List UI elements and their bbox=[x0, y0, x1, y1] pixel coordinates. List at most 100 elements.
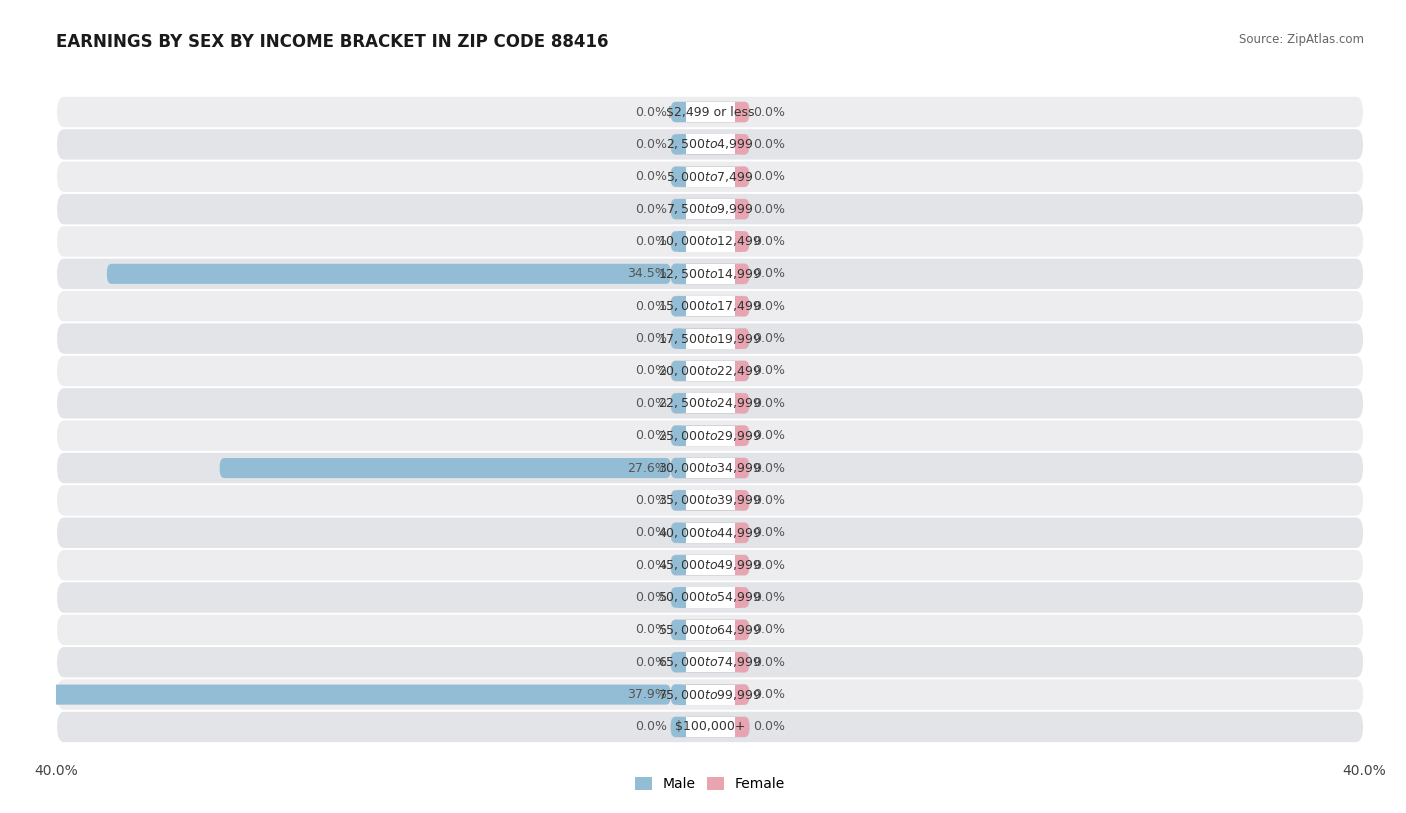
FancyBboxPatch shape bbox=[734, 393, 749, 413]
FancyBboxPatch shape bbox=[734, 263, 749, 284]
FancyBboxPatch shape bbox=[734, 328, 749, 349]
FancyBboxPatch shape bbox=[671, 426, 686, 446]
FancyBboxPatch shape bbox=[671, 523, 686, 543]
Text: 0.0%: 0.0% bbox=[754, 462, 786, 475]
Text: $22,500 to $24,999: $22,500 to $24,999 bbox=[658, 396, 762, 411]
Text: 0.0%: 0.0% bbox=[634, 300, 666, 313]
FancyBboxPatch shape bbox=[686, 232, 734, 251]
Text: 0.0%: 0.0% bbox=[754, 494, 786, 506]
FancyBboxPatch shape bbox=[58, 550, 1362, 580]
FancyBboxPatch shape bbox=[671, 361, 749, 381]
FancyBboxPatch shape bbox=[671, 263, 686, 284]
FancyBboxPatch shape bbox=[734, 426, 742, 446]
FancyBboxPatch shape bbox=[734, 717, 749, 737]
FancyBboxPatch shape bbox=[58, 291, 1362, 321]
FancyBboxPatch shape bbox=[58, 324, 1362, 354]
Text: $45,000 to $49,999: $45,000 to $49,999 bbox=[658, 559, 762, 572]
FancyBboxPatch shape bbox=[58, 259, 1362, 289]
FancyBboxPatch shape bbox=[671, 490, 686, 511]
FancyBboxPatch shape bbox=[734, 652, 742, 672]
Text: EARNINGS BY SEX BY INCOME BRACKET IN ZIP CODE 88416: EARNINGS BY SEX BY INCOME BRACKET IN ZIP… bbox=[56, 33, 609, 50]
Text: $12,500 to $14,999: $12,500 to $14,999 bbox=[658, 267, 762, 280]
FancyBboxPatch shape bbox=[734, 263, 742, 284]
Text: 0.0%: 0.0% bbox=[754, 364, 786, 377]
FancyBboxPatch shape bbox=[678, 523, 686, 543]
Text: 0.0%: 0.0% bbox=[634, 397, 666, 410]
Text: 0.0%: 0.0% bbox=[754, 559, 786, 572]
FancyBboxPatch shape bbox=[58, 680, 1362, 710]
FancyBboxPatch shape bbox=[58, 420, 1362, 451]
FancyBboxPatch shape bbox=[734, 458, 749, 478]
FancyBboxPatch shape bbox=[734, 685, 742, 705]
FancyBboxPatch shape bbox=[678, 717, 686, 737]
FancyBboxPatch shape bbox=[686, 555, 734, 575]
FancyBboxPatch shape bbox=[671, 134, 749, 154]
FancyBboxPatch shape bbox=[734, 102, 749, 122]
FancyBboxPatch shape bbox=[686, 102, 734, 122]
FancyBboxPatch shape bbox=[686, 652, 734, 672]
Text: $35,000 to $39,999: $35,000 to $39,999 bbox=[658, 493, 762, 507]
Text: 0.0%: 0.0% bbox=[634, 591, 666, 604]
Text: 0.0%: 0.0% bbox=[754, 332, 786, 345]
FancyBboxPatch shape bbox=[671, 296, 749, 316]
FancyBboxPatch shape bbox=[671, 490, 749, 511]
FancyBboxPatch shape bbox=[678, 328, 686, 349]
Text: 0.0%: 0.0% bbox=[634, 138, 666, 151]
FancyBboxPatch shape bbox=[58, 615, 1362, 645]
FancyBboxPatch shape bbox=[678, 102, 686, 122]
Text: $17,500 to $19,999: $17,500 to $19,999 bbox=[658, 332, 762, 346]
FancyBboxPatch shape bbox=[58, 97, 1362, 127]
Text: 37.9%: 37.9% bbox=[627, 688, 666, 701]
FancyBboxPatch shape bbox=[734, 296, 749, 316]
FancyBboxPatch shape bbox=[671, 393, 686, 413]
FancyBboxPatch shape bbox=[678, 167, 686, 187]
Text: 0.0%: 0.0% bbox=[634, 559, 666, 572]
Text: 0.0%: 0.0% bbox=[754, 170, 786, 183]
Text: $100,000+: $100,000+ bbox=[675, 720, 745, 733]
FancyBboxPatch shape bbox=[734, 361, 749, 381]
Text: 0.0%: 0.0% bbox=[634, 202, 666, 215]
FancyBboxPatch shape bbox=[58, 453, 1362, 483]
Text: 0.0%: 0.0% bbox=[634, 494, 666, 506]
FancyBboxPatch shape bbox=[671, 232, 749, 251]
Text: $15,000 to $17,499: $15,000 to $17,499 bbox=[658, 299, 762, 313]
Text: $55,000 to $64,999: $55,000 to $64,999 bbox=[658, 623, 762, 637]
FancyBboxPatch shape bbox=[58, 388, 1362, 419]
FancyBboxPatch shape bbox=[686, 523, 734, 543]
FancyBboxPatch shape bbox=[734, 393, 742, 413]
FancyBboxPatch shape bbox=[734, 620, 742, 640]
Text: $65,000 to $74,999: $65,000 to $74,999 bbox=[658, 655, 762, 669]
Text: 0.0%: 0.0% bbox=[754, 591, 786, 604]
Text: $7,500 to $9,999: $7,500 to $9,999 bbox=[666, 202, 754, 216]
FancyBboxPatch shape bbox=[734, 523, 749, 543]
FancyBboxPatch shape bbox=[734, 490, 749, 511]
FancyBboxPatch shape bbox=[671, 199, 686, 220]
Text: 0.0%: 0.0% bbox=[634, 720, 666, 733]
FancyBboxPatch shape bbox=[678, 652, 686, 672]
Text: $5,000 to $7,499: $5,000 to $7,499 bbox=[666, 170, 754, 184]
FancyBboxPatch shape bbox=[671, 652, 686, 672]
Text: $2,499 or less: $2,499 or less bbox=[666, 106, 754, 119]
FancyBboxPatch shape bbox=[686, 263, 734, 284]
FancyBboxPatch shape bbox=[678, 393, 686, 413]
FancyBboxPatch shape bbox=[671, 588, 749, 607]
Text: 0.0%: 0.0% bbox=[754, 300, 786, 313]
FancyBboxPatch shape bbox=[671, 588, 686, 607]
FancyBboxPatch shape bbox=[671, 328, 686, 349]
FancyBboxPatch shape bbox=[678, 685, 686, 705]
FancyBboxPatch shape bbox=[107, 263, 671, 284]
FancyBboxPatch shape bbox=[671, 393, 749, 413]
Text: 0.0%: 0.0% bbox=[754, 106, 786, 119]
FancyBboxPatch shape bbox=[686, 167, 734, 187]
FancyBboxPatch shape bbox=[671, 717, 749, 737]
FancyBboxPatch shape bbox=[686, 393, 734, 413]
FancyBboxPatch shape bbox=[678, 458, 686, 478]
Text: 0.0%: 0.0% bbox=[634, 526, 666, 539]
FancyBboxPatch shape bbox=[52, 685, 671, 705]
FancyBboxPatch shape bbox=[686, 490, 734, 511]
FancyBboxPatch shape bbox=[678, 296, 686, 316]
FancyBboxPatch shape bbox=[734, 555, 742, 575]
Text: 0.0%: 0.0% bbox=[634, 656, 666, 669]
FancyBboxPatch shape bbox=[671, 685, 749, 705]
FancyBboxPatch shape bbox=[58, 226, 1362, 257]
